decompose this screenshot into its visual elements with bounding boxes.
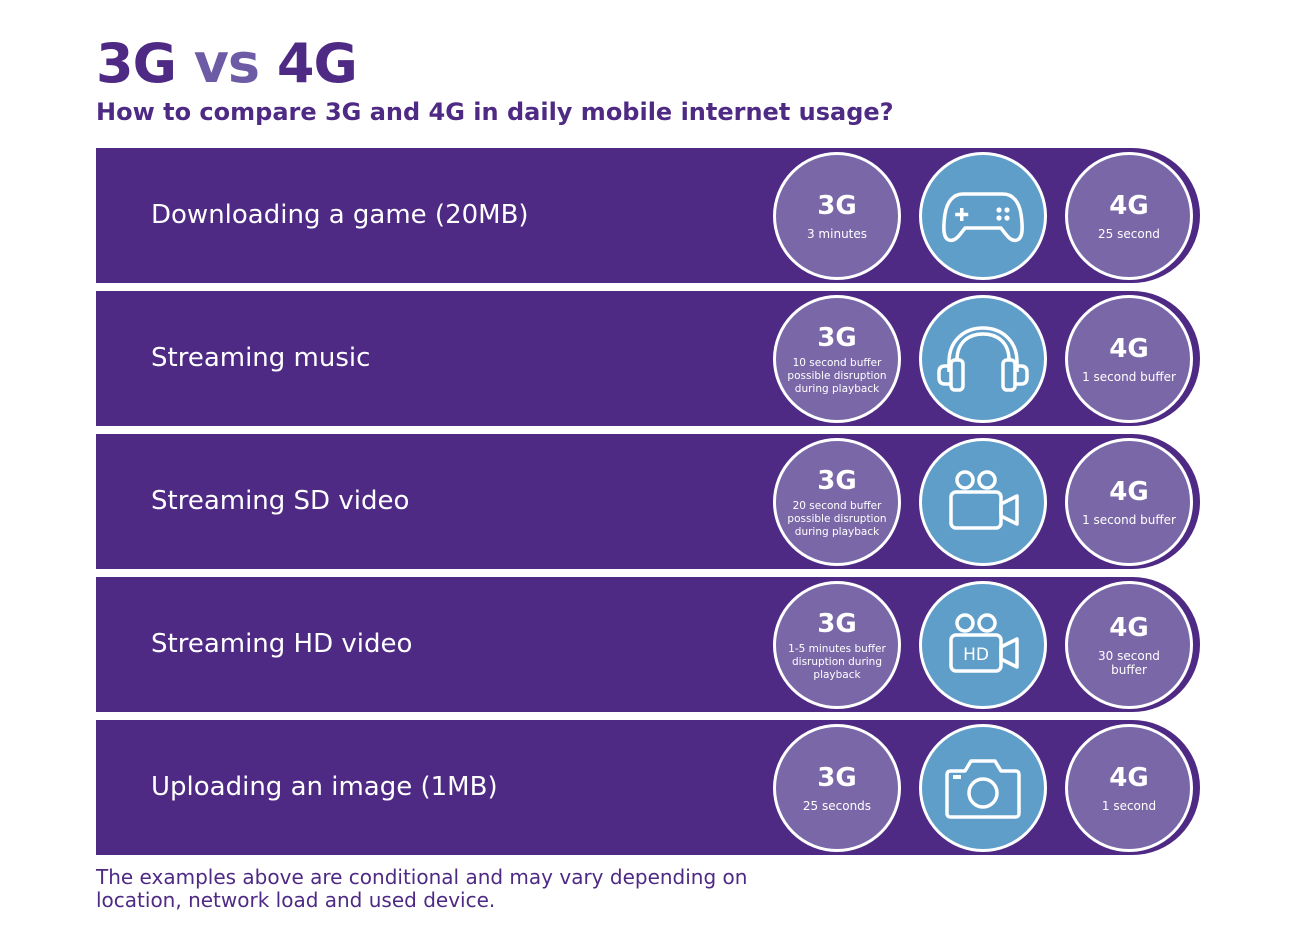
4g-label: 4G	[1109, 763, 1149, 793]
activity-label: Streaming SD video	[151, 486, 410, 516]
hd-video-camera-icon: HD	[949, 613, 1019, 673]
3g-label: 3G	[817, 465, 857, 496]
title-3g: 3G	[96, 32, 177, 95]
4g-circle: 4G 1 second buffer	[1065, 295, 1193, 423]
activity-label: Downloading a game (20MB)	[151, 200, 529, 230]
activity-icon-circle	[919, 152, 1047, 280]
4g-detail: 30 second buffer	[1098, 649, 1160, 677]
4g-label: 4G	[1109, 613, 1149, 643]
title-vs: vs	[193, 32, 260, 95]
activity-icon-circle: HD	[919, 581, 1047, 709]
4g-detail: 1 second	[1101, 799, 1157, 813]
comparison-row-music: Streaming music 3G 10 second buffer poss…	[96, 291, 1200, 426]
3g-circle: 3G 1-5 minutes buffer disruption during …	[773, 581, 901, 709]
activity-icon-circle	[919, 438, 1047, 566]
comparison-row-hd-video: Streaming HD video 3G 1-5 minutes buffer…	[96, 577, 1200, 712]
title-4g: 4G	[276, 32, 358, 95]
3g-label: 3G	[817, 763, 857, 793]
video-camera-icon	[949, 470, 1019, 530]
4g-detail: 1 second buffer	[1082, 370, 1176, 384]
page-subtitle: How to compare 3G and 4G in daily mobile…	[96, 98, 894, 126]
4g-label: 4G	[1109, 191, 1149, 221]
gamepad-icon	[942, 192, 1024, 243]
3g-circle: 3G 10 second buffer possible disruption …	[773, 295, 901, 423]
camera-icon	[945, 759, 1021, 819]
activity-label: Streaming music	[151, 343, 371, 373]
4g-detail: 25 second	[1098, 227, 1160, 241]
comparison-list: Downloading a game (20MB) 3G 3 minutes 4…	[96, 148, 1200, 855]
3g-detail: 20 second buffer possible disruption dur…	[787, 499, 887, 538]
hd-text: HD	[963, 645, 989, 665]
comparison-row-sd-video: Streaming SD video 3G 20 second buffer p…	[96, 434, 1200, 569]
3g-circle: 3G 25 seconds	[773, 724, 901, 852]
4g-detail: 1 second buffer	[1082, 513, 1176, 527]
3g-circle: 3G 20 second buffer possible disruption …	[773, 438, 901, 566]
4g-label: 4G	[1109, 334, 1149, 364]
4g-circle: 4G 1 second	[1065, 724, 1193, 852]
activity-label: Streaming HD video	[151, 629, 413, 659]
4g-circle: 4G 25 second	[1065, 152, 1193, 280]
4g-circle: 4G 1 second buffer	[1065, 438, 1193, 566]
3g-detail: 3 minutes	[806, 227, 868, 241]
3g-detail: 1-5 minutes buffer disruption during pla…	[788, 642, 886, 681]
comparison-row-game: Downloading a game (20MB) 3G 3 minutes 4…	[96, 148, 1200, 283]
4g-label: 4G	[1109, 477, 1149, 507]
activity-label: Uploading an image (1MB)	[151, 772, 498, 802]
activity-icon-circle	[919, 295, 1047, 423]
3g-label: 3G	[817, 191, 857, 221]
3g-detail: 25 seconds	[802, 799, 872, 813]
3g-label: 3G	[817, 322, 857, 353]
page-title: 3G vs 4G	[96, 30, 358, 98]
comparison-row-image-upload: Uploading an image (1MB) 3G 25 seconds 4…	[96, 720, 1200, 855]
footnote: The examples above are conditional and m…	[96, 865, 748, 912]
activity-icon-circle	[919, 724, 1047, 852]
3g-circle: 3G 3 minutes	[773, 152, 901, 280]
4g-circle: 4G 30 second buffer	[1065, 581, 1193, 709]
3g-detail: 10 second buffer possible disruption dur…	[787, 356, 887, 395]
headphones-icon	[937, 326, 1029, 392]
3g-label: 3G	[817, 608, 857, 639]
